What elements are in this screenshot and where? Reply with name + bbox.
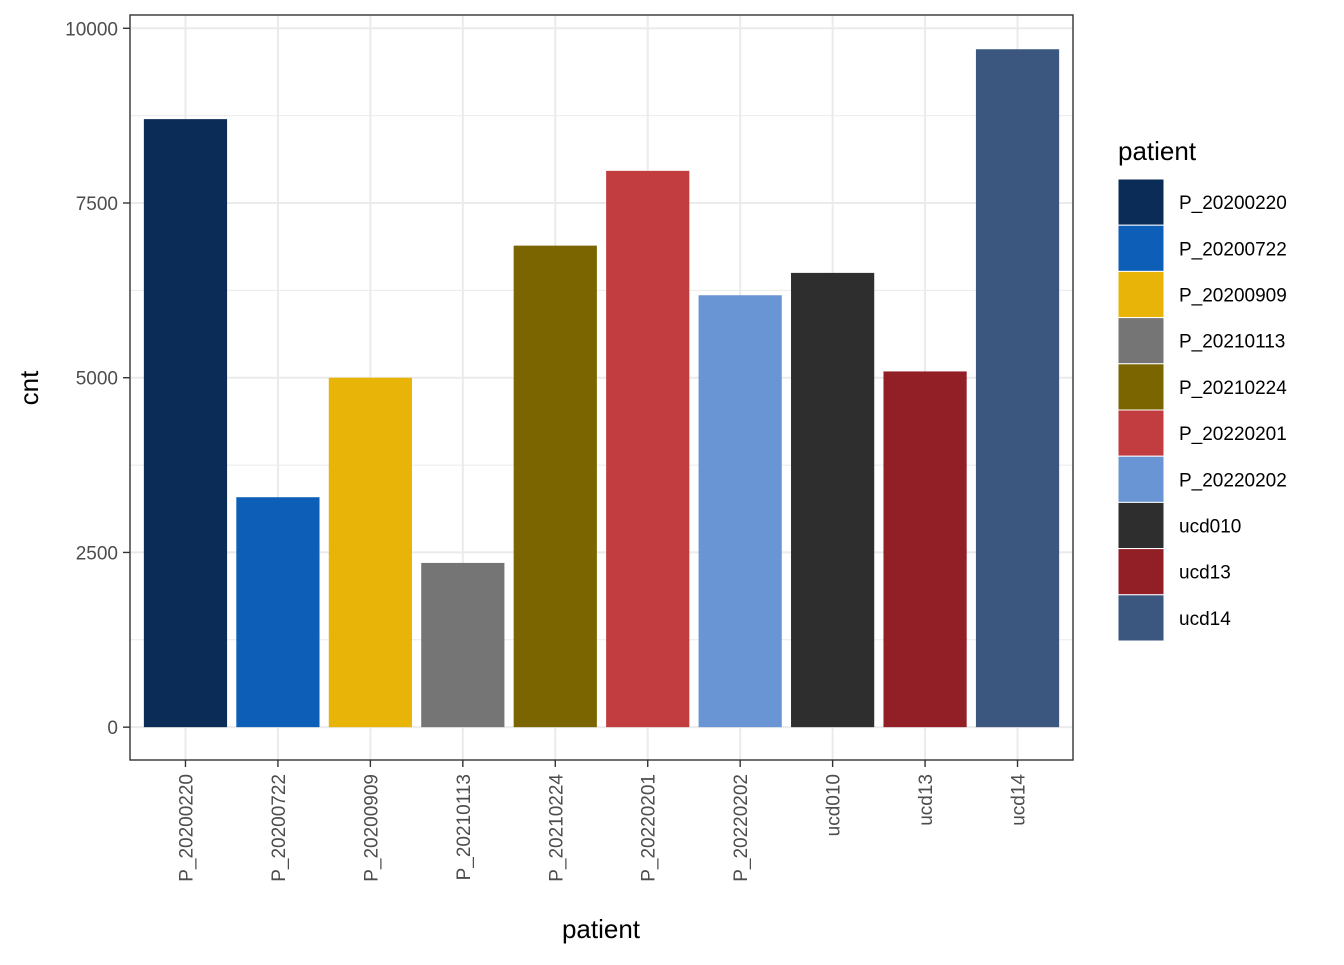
legend-label: P_20220201 — [1179, 424, 1287, 445]
legend-key — [1117, 548, 1165, 596]
legend-items: P_20200220 P_20200722 P_20200909 P_20210113… — [1117, 178, 1287, 642]
y-tick-label: 10000 — [65, 19, 118, 40]
bar-P_20220202 — [698, 295, 782, 728]
legend-key — [1117, 224, 1165, 272]
x-axis-title: patient — [562, 914, 641, 944]
bars — [143, 49, 1060, 728]
x-tick-label: P_20210224 — [546, 774, 567, 882]
x-tick-label: ucd010 — [824, 774, 845, 836]
bar-P_20220201 — [606, 170, 690, 728]
x-tick-label: P_20200220 — [176, 774, 197, 882]
legend-key — [1117, 317, 1165, 365]
legend-label: ucd14 — [1179, 609, 1231, 630]
x-tick-label: P_20220201 — [639, 774, 660, 882]
legend-title: patient — [1118, 136, 1197, 166]
bar-P_20210113 — [421, 562, 505, 728]
legend-label: ucd13 — [1179, 563, 1231, 584]
y-axis-title: cnt — [14, 370, 44, 405]
legend-label: P_20210224 — [1179, 378, 1287, 399]
legend-label: P_20200909 — [1179, 286, 1287, 307]
bar-P_20210224 — [513, 245, 597, 728]
bar-ucd13 — [883, 371, 967, 728]
legend-label: ucd010 — [1179, 517, 1241, 538]
x-tick-label: ucd13 — [916, 774, 937, 826]
legend-key — [1117, 594, 1165, 642]
y-tick-label: 0 — [107, 718, 118, 739]
y-tick-label: 7500 — [76, 194, 118, 215]
legend-label: P_20200220 — [1179, 193, 1287, 214]
legend-key — [1117, 178, 1165, 226]
legend-label: P_20210113 — [1179, 332, 1285, 353]
x-tick-label: ucd14 — [1009, 774, 1030, 826]
bar-P_20200722 — [236, 497, 320, 728]
plot-border — [129, 14, 1074, 761]
legend-key — [1117, 501, 1165, 550]
legend-key — [1117, 270, 1165, 319]
legend-key — [1117, 409, 1165, 457]
x-tick-label: P_20210113 — [454, 774, 475, 880]
legend-key — [1117, 363, 1165, 411]
bar-P_20200909 — [328, 377, 412, 728]
x-tick-label: P_20220202 — [731, 774, 752, 882]
y-tick-label: 5000 — [76, 369, 118, 390]
y-axis: 0 2500 5000 7500 10000 — [65, 19, 130, 739]
legend: patient P_20200220P_20200722P_20200909P_… — [1117, 136, 1287, 642]
x-axis: P_20200220 P_20200722 P_20200909 P_20210113… — [176, 760, 1030, 882]
legend-key — [1117, 455, 1165, 503]
y-tick-label: 2500 — [76, 543, 118, 564]
legend-label: P_20220202 — [1179, 470, 1287, 491]
x-tick-label: P_20200909 — [361, 774, 382, 882]
bar-ucd010 — [791, 272, 875, 728]
legend-label: P_20200722 — [1179, 239, 1287, 260]
bar-P_20200220 — [143, 119, 228, 728]
bar-ucd14 — [975, 49, 1060, 728]
x-tick-label: P_20200722 — [269, 774, 290, 882]
